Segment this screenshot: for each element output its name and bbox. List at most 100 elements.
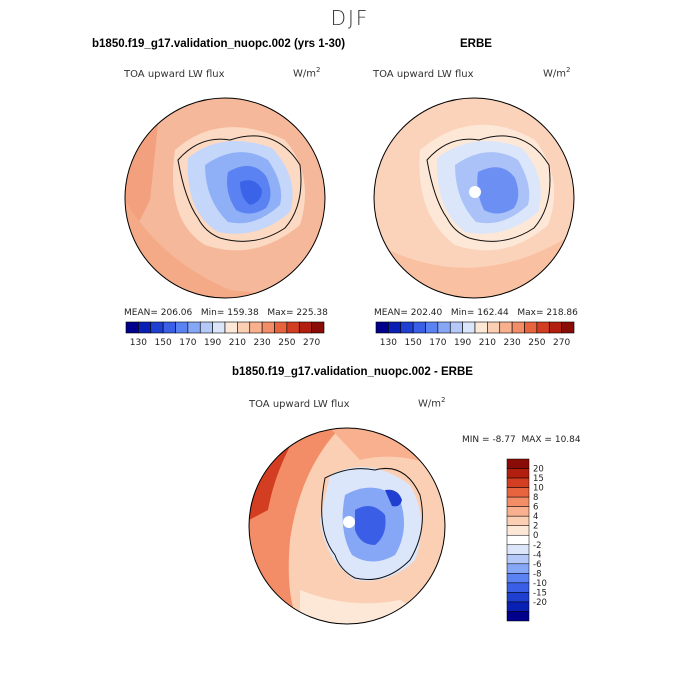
obs-stats: MEAN= 202.40 Min= 162.44 Max= 218.86 (374, 308, 578, 318)
model-colorbar-swatch (249, 321, 263, 334)
diff-colorbar-swatch (506, 554, 530, 565)
diff-ice-core (355, 506, 386, 545)
diff-colorbar-tick-label: -8 (533, 569, 541, 579)
model-colorbar-tick-label: 170 (179, 338, 196, 348)
obs-colorbar-swatch (524, 321, 538, 334)
diff-variable-label: TOA upward LW flux (249, 399, 350, 410)
model-colorbar-tick-label: 250 (278, 338, 295, 348)
model-colorbar-swatch (125, 321, 139, 334)
obs-colorbar-swatch (437, 321, 451, 334)
diff-colorbar-swatch (506, 601, 530, 612)
diff-colorbar-tick-label: 15 (533, 474, 544, 484)
obs-colorbar-tick-label: 250 (528, 338, 545, 348)
diff-colorbar-swatch (506, 592, 530, 603)
obs-colorbar-swatch (511, 321, 525, 334)
model-colorbar-swatch (138, 321, 152, 334)
obs-colorbar-swatch (499, 321, 513, 334)
model-map-border (124, 97, 326, 299)
diff-colorbar-tick-label: -20 (533, 598, 547, 608)
model-colorbar-tick-label: 130 (130, 338, 147, 348)
model-mean-value: 206.06 (160, 308, 193, 318)
model-colorbar-swatch (187, 321, 201, 334)
obs-colorbar-swatch (388, 321, 402, 334)
model-max-value: 225.38 (296, 308, 328, 318)
diff-colorbar-swatch (506, 477, 530, 488)
diff-colorbar-swatch (506, 458, 530, 469)
obs-colorbar-swatch (449, 321, 463, 334)
diff-colorbar-tick-label: 0 (533, 531, 538, 541)
obs-colorbar-swatch (487, 321, 501, 334)
model-colorbar-swatch (237, 321, 251, 334)
obs-colorbar-swatch (400, 321, 414, 334)
diff-pole-hole (343, 516, 355, 528)
obs-colorbar-tick-label: 170 (429, 338, 446, 348)
diff-colorbar-tick-label: -2 (533, 541, 541, 551)
obs-max-value: 218.86 (546, 308, 578, 318)
model-colorbar-swatch (298, 321, 312, 334)
model-ocean-warm-south (125, 200, 325, 298)
obs-colorbar-tick-label: 130 (380, 338, 397, 348)
diff-colorbar-swatch (506, 506, 530, 517)
diff-colorbar-swatch (506, 534, 530, 546)
model-min-value: 159.38 (227, 308, 259, 318)
obs-colorbar-swatch (548, 321, 562, 334)
model-units-label: W/m2 (293, 66, 321, 80)
diff-map (248, 427, 446, 625)
model-variable-label: TOA upward LW flux (124, 69, 225, 80)
model-colorbar-tick-label: 230 (254, 338, 271, 348)
model-colorbar-swatch (224, 321, 238, 334)
model-colorbar-swatch (212, 321, 226, 334)
diff-colorbar-tick-label: -10 (533, 579, 547, 589)
diff-colorbar-tick-label: -15 (533, 588, 547, 598)
model-colorbar-swatch (199, 321, 213, 334)
diff-colorbar-swatch (506, 544, 530, 555)
diff-min-value: -8.77 (492, 435, 516, 445)
diff-colorbar-tick-label: 20 (533, 465, 544, 475)
obs-colorbar-swatch (536, 321, 550, 334)
model-coastline (177, 135, 302, 242)
diff-coastline (321, 468, 423, 580)
diff-colorbar-swatch (506, 563, 530, 574)
obs-colorbar-swatch (462, 321, 476, 334)
obs-pole-hole (469, 186, 481, 198)
diff-panel-title: b1850.f19_g17.validation_nuopc.002 - ERB… (232, 366, 473, 378)
model-colorbar-tick-label: 210 (229, 338, 246, 348)
model-colorbar-swatch (311, 321, 325, 334)
diff-colorbar-tick-label: 4 (533, 512, 538, 522)
model-colorbar-swatch (274, 321, 288, 334)
obs-colorbar-swatch (375, 321, 389, 334)
obs-map-border (373, 97, 575, 299)
model-map (124, 97, 326, 299)
diff-units-label: W/m2 (418, 396, 446, 410)
obs-min-value: 162.44 (477, 308, 509, 318)
diff-colorbar-swatch (506, 468, 530, 479)
obs-map (373, 97, 575, 299)
diff-colorbar-swatch (506, 582, 530, 593)
model-colorbar: 130 150 170 190 210 230 250 270 (125, 321, 325, 348)
obs-colorbar-tick-label: 230 (504, 338, 521, 348)
diff-colorbar-tick-label: 6 (533, 503, 538, 513)
obs-colorbar-swatch (412, 321, 426, 334)
model-colorbar-swatch (162, 321, 176, 334)
season-title: DJF (330, 6, 370, 30)
obs-colorbar-tick-label: 270 (553, 338, 570, 348)
diff-colorbar-swatch (506, 496, 530, 507)
obs-panel-title: ERBE (460, 38, 492, 50)
obs-units-label: W/m2 (543, 66, 571, 80)
model-colorbar-tick-label: 150 (155, 338, 172, 348)
model-colorbar-tick-label: 190 (204, 338, 221, 348)
model-colorbar-swatch (175, 321, 189, 334)
obs-colorbar-swatch (474, 321, 488, 334)
obs-colorbar-swatch (425, 321, 439, 334)
model-ice-min (240, 180, 262, 205)
obs-ice-core (477, 167, 519, 214)
model-colorbar-swatch (150, 321, 164, 334)
diff-colorbar-swatch (506, 611, 530, 622)
diff-colorbar-tick-label: 8 (533, 493, 538, 503)
diff-colorbar-tick-label: 10 (533, 484, 544, 494)
diff-colorbar-swatch (506, 487, 530, 498)
obs-colorbar-tick-label: 190 (454, 338, 471, 348)
